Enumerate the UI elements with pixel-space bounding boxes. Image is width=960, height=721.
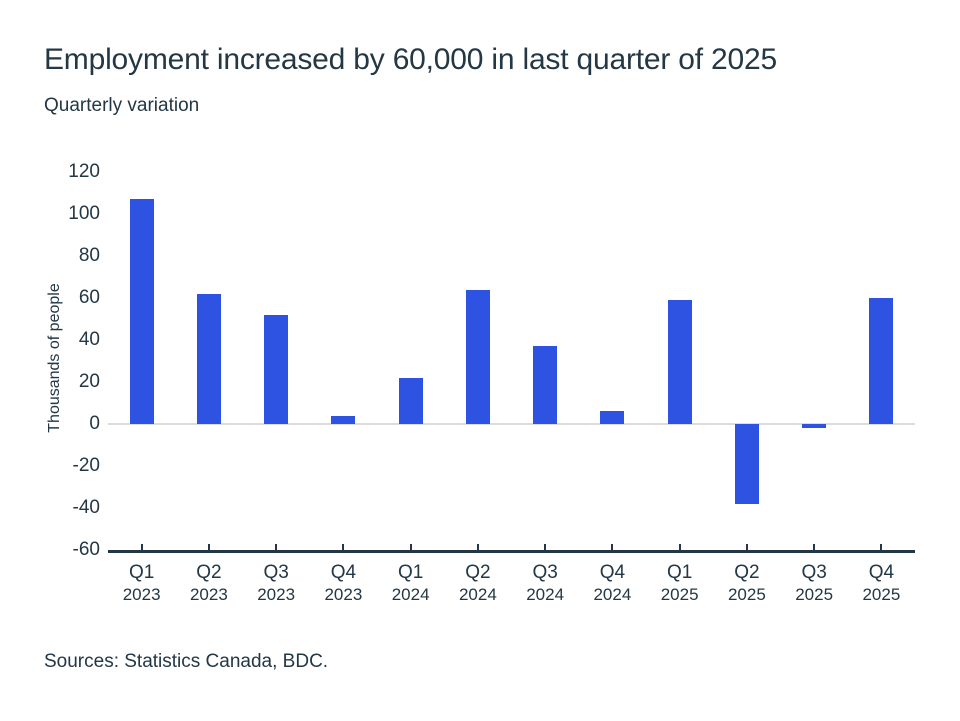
xlabel-Q2-2025: Q2 2025: [707, 561, 787, 605]
xlabel-year: 2023: [122, 585, 161, 604]
ytick-label-40: 40: [78, 329, 100, 350]
xtick-mark: [342, 544, 345, 550]
ytick-label--60: -60: [72, 539, 100, 560]
bar-Q3-2025: [802, 424, 827, 429]
plot-area: [108, 172, 915, 553]
bar-Q4-2023: [331, 415, 356, 424]
xlabel-quarter: Q1: [128, 562, 155, 583]
xlabel-Q2-2024: Q2 2024: [438, 561, 518, 605]
ytick-label-60: 60: [78, 287, 100, 308]
xlabel-year: 2023: [324, 585, 363, 604]
ytick-label-80: 80: [78, 245, 100, 266]
ytick-label-100: 100: [68, 203, 100, 224]
ytick-label--40: -40: [72, 497, 100, 518]
bar-Q1-2023: [129, 199, 154, 424]
xlabel-year: 2025: [795, 585, 834, 604]
xtick-mark: [544, 544, 547, 550]
xtick-mark: [275, 544, 278, 550]
bar-Q3-2023: [264, 314, 289, 424]
zero-gridline: [108, 423, 915, 425]
xlabel-Q1-2023: Q1 2023: [102, 561, 182, 605]
xlabel-year: 2025: [727, 585, 766, 604]
xlabel-quarter: Q4: [868, 562, 895, 583]
xlabel-year: 2024: [526, 585, 565, 604]
xtick-mark: [678, 544, 681, 550]
xlabel-Q4-2023: Q4 2023: [303, 561, 383, 605]
xlabel-quarter: Q4: [599, 562, 626, 583]
xlabel-Q3-2023: Q3 2023: [236, 561, 316, 605]
chart-title: Employment increased by 60,000 in last q…: [44, 43, 777, 76]
xlabel-quarter: Q1: [666, 562, 693, 583]
xlabel-year: 2024: [593, 585, 632, 604]
xlabel-year: 2024: [458, 585, 497, 604]
xtick-mark: [476, 544, 479, 550]
xlabel-year: 2025: [660, 585, 699, 604]
xlabel-year: 2024: [391, 585, 430, 604]
source-note: Sources: Statistics Canada, BDC.: [44, 651, 329, 672]
xlabel-quarter: Q2: [196, 562, 222, 583]
bar-Q3-2024: [533, 346, 558, 424]
bar-Q1-2025: [667, 300, 692, 424]
xlabel-Q2-2023: Q2 2023: [169, 561, 249, 605]
xtick-mark: [745, 544, 748, 550]
xlabel-Q3-2025: Q3 2025: [774, 561, 854, 605]
xlabel-quarter: Q4: [330, 562, 357, 583]
xlabel-quarter: Q3: [263, 562, 289, 583]
bar-Q2-2025: [734, 424, 759, 504]
xtick-mark: [409, 544, 412, 550]
xtick-mark: [207, 544, 210, 550]
xtick-mark: [813, 544, 816, 550]
bar-Q2-2023: [196, 293, 221, 424]
xlabel-quarter: Q3: [532, 562, 558, 583]
xlabel-year: 2025: [862, 585, 901, 604]
xlabel-quarter: Q1: [397, 562, 424, 583]
xlabel-Q3-2024: Q3 2024: [505, 561, 585, 605]
chart-subtitle: Quarterly variation: [44, 95, 200, 116]
ytick-label--20: -20: [72, 455, 100, 476]
xlabel-quarter: Q3: [801, 562, 827, 583]
xtick-mark: [611, 544, 614, 550]
xlabel-Q1-2024: Q1 2024: [371, 561, 451, 605]
xlabel-quarter: Q2: [734, 562, 760, 583]
xlabel-quarter: Q2: [465, 562, 491, 583]
ytick-label-120: 120: [68, 161, 100, 182]
bar-Q4-2024: [600, 411, 625, 424]
xlabel-Q4-2025: Q4 2025: [841, 561, 921, 605]
bar-Q1-2024: [398, 377, 423, 424]
xlabel-Q4-2024: Q4 2024: [572, 561, 652, 605]
ytick-label-20: 20: [78, 371, 100, 392]
bar-Q2-2024: [465, 289, 490, 424]
xtick-mark: [140, 544, 143, 550]
xlabel-year: 2023: [257, 585, 296, 604]
xtick-mark: [880, 544, 883, 550]
xlabel-year: 2023: [189, 585, 228, 604]
xlabel-Q1-2025: Q1 2025: [640, 561, 720, 605]
bar-Q4-2025: [869, 298, 894, 424]
ytick-label-0: 0: [89, 413, 100, 434]
